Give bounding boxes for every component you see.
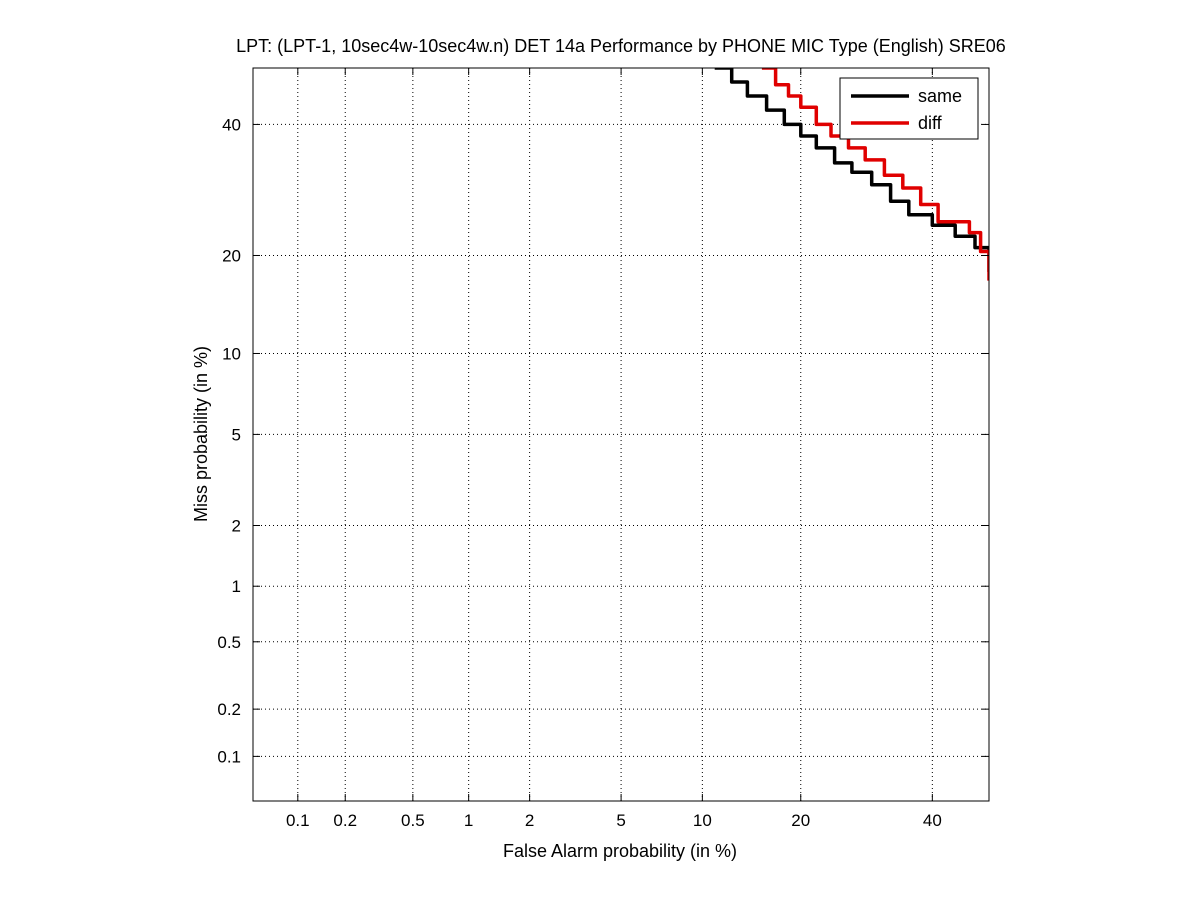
- x-tick-label: 20: [791, 811, 810, 830]
- chart-title: LPT: (LPT-1, 10sec4w-10sec4w.n) DET 14a …: [236, 36, 1006, 56]
- series-line-same: [714, 68, 989, 272]
- x-tick-label: 0.5: [401, 811, 425, 830]
- x-tick-label: 40: [923, 811, 942, 830]
- x-axis-title: False Alarm probability (in %): [503, 841, 737, 861]
- y-tick-label: 5: [232, 425, 241, 444]
- legend-label-same: same: [918, 86, 962, 106]
- y-tick-label: 1: [232, 577, 241, 596]
- x-tick-label: 0.2: [333, 811, 357, 830]
- y-tick-label: 40: [222, 115, 241, 134]
- legend-label-diff: diff: [918, 113, 943, 133]
- x-axis-ticks: 0.1 0.2 0.5 1 2 5 10 20 40: [286, 68, 942, 830]
- y-tick-label: 2: [232, 516, 241, 535]
- series-line-diff: [761, 68, 989, 281]
- y-tick-label: 0.5: [217, 633, 241, 652]
- legend: same diff: [839, 77, 979, 140]
- y-tick-label: 0.2: [217, 700, 241, 719]
- x-tick-label: 0.1: [286, 811, 310, 830]
- y-axis-title: Miss probability (in %): [191, 346, 211, 522]
- grid: [253, 68, 989, 801]
- y-tick-label: 10: [222, 344, 241, 363]
- y-tick-label: 0.1: [217, 747, 241, 766]
- legend-box: [839, 77, 979, 140]
- y-axis-ticks: 0.1 0.2 0.5 1 2 5 10 20 40: [217, 115, 989, 766]
- x-tick-label: 5: [616, 811, 625, 830]
- x-tick-label: 10: [693, 811, 712, 830]
- plot-series: [714, 68, 989, 281]
- y-tick-label: 20: [222, 246, 241, 265]
- x-tick-label: 1: [464, 811, 473, 830]
- x-tick-label: 2: [525, 811, 534, 830]
